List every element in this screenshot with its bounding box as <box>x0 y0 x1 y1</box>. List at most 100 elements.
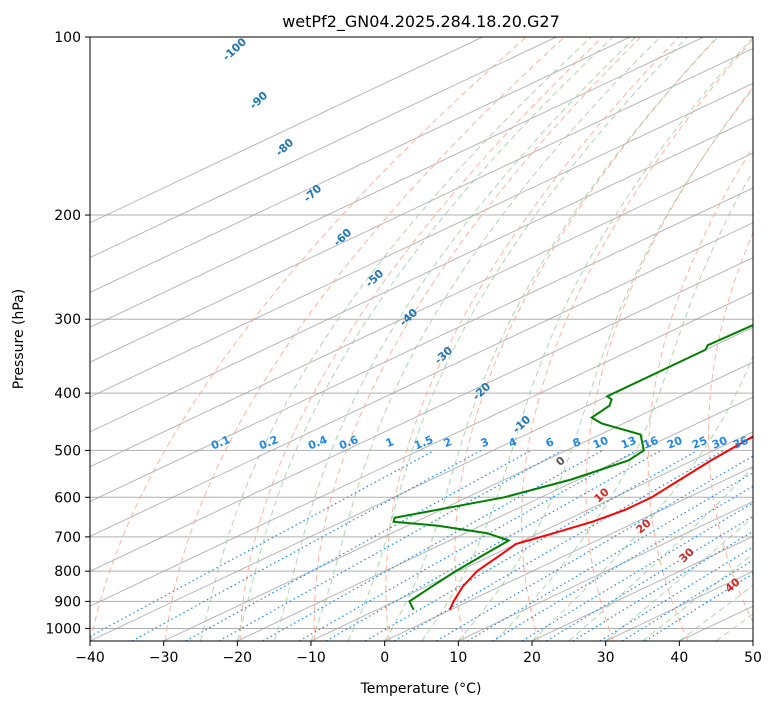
mixing-ratio-label: 25 <box>690 434 709 452</box>
y-tick-label: 100 <box>54 30 81 46</box>
dry-adiabat-line <box>90 37 527 641</box>
isotherm-line <box>90 82 753 398</box>
dry-adiabat-line <box>239 37 603 641</box>
isotherm-line <box>90 291 753 607</box>
x-tick-label: −10 <box>296 650 326 666</box>
moist-adiabat-line <box>605 516 753 641</box>
isotherm-line <box>90 222 753 537</box>
x-tick-label: −40 <box>75 650 105 666</box>
mixing-ratio-label: 20 <box>665 434 684 452</box>
x-tick-label: 10 <box>449 650 467 666</box>
mixing-ratio-label: 2 <box>442 435 454 450</box>
y-tick-label: 200 <box>54 208 81 224</box>
y-tick-label: 400 <box>54 386 81 402</box>
mixing-ratio-line <box>491 485 753 641</box>
dry-adiabat-line <box>521 38 753 641</box>
mixing-ratio-label: 0.2 <box>257 433 280 452</box>
mixing-ratio-line <box>298 449 637 641</box>
isotherm-line <box>752 640 753 641</box>
mixing-ratio-label: 6 <box>544 435 556 450</box>
mixing-ratio-label: 36 <box>731 434 750 452</box>
dry-adiabat-line <box>585 86 753 641</box>
mixing-ratio-line <box>521 502 753 641</box>
isotherm-line <box>90 152 753 468</box>
mixing-ratio-line <box>467 472 753 641</box>
isotherm-line <box>90 37 483 224</box>
moist-adiabat-line <box>236 37 614 641</box>
isotherm-line <box>90 37 557 259</box>
moist-adiabat-line <box>273 37 636 641</box>
chart-title: wetPf2_GN04.2025.284.18.20.G27 <box>282 12 560 32</box>
isotherm-label: -30 <box>432 344 456 367</box>
mixing-ratio-label: 0.6 <box>337 433 360 452</box>
isotherm-line <box>90 47 753 363</box>
dry-adiabat-line <box>707 231 753 623</box>
mixing-ratio-line <box>90 449 435 638</box>
mixing-ratio-label: 1 <box>384 435 396 450</box>
mixing-ratio-label: 13 <box>619 434 638 452</box>
mixing-ratio-label: 0.4 <box>306 433 329 452</box>
moist-adiabat-line <box>347 37 688 641</box>
x-tick-label: 40 <box>670 650 688 666</box>
y-tick-label: 900 <box>54 594 81 610</box>
dry-adiabat-line <box>164 37 565 641</box>
mixing-ratio-line <box>622 559 753 641</box>
mixing-ratio-label: 16 <box>641 434 660 452</box>
theta-label: 30 <box>677 545 697 565</box>
isotherm-line <box>384 466 753 641</box>
mixing-ratio-line <box>436 455 753 641</box>
isotherm-line <box>90 117 753 433</box>
mixing-ratio-line <box>131 449 482 641</box>
mixing-ratio-label: 1.5 <box>412 433 435 452</box>
x-axis-label: Temperature (°C) <box>360 681 482 697</box>
mixing-ratio-label: 3 <box>479 435 491 450</box>
moist-adiabat-line <box>310 37 661 641</box>
y-tick-label: 700 <box>54 530 81 546</box>
isotherm-label: -80 <box>273 136 297 159</box>
isotherm-label: -50 <box>363 267 387 290</box>
dry-adiabat-line <box>454 37 718 641</box>
isotherm-label: -20 <box>470 380 494 403</box>
isotherm-label: -60 <box>331 226 355 249</box>
x-tick-label: 20 <box>523 650 541 666</box>
mixing-ratio-line <box>218 449 563 641</box>
isotherm-line <box>163 361 753 641</box>
plot-area: -100-90-80-70-60-50-40-30-20-100.1 0.2 0.4… <box>90 37 775 641</box>
y-tick-label: 1000 <box>45 621 81 637</box>
isotherm-label: -70 <box>301 182 325 205</box>
moist-adiabat-line <box>642 553 753 641</box>
temperature-profile-line <box>448 435 753 611</box>
isotherm-line <box>90 257 753 572</box>
x-tick-label: 0 <box>380 650 389 666</box>
mixing-ratio-line <box>325 449 662 641</box>
isotherm-line <box>90 187 753 503</box>
moist-adiabat-line <box>457 87 753 641</box>
mixing-ratio-label: 10 <box>591 434 610 452</box>
mixing-ratio-label: 4 <box>507 435 519 450</box>
theta-label: 10 <box>592 485 612 505</box>
dry-adiabat-line <box>767 37 775 641</box>
mixing-ratio-label: 8 <box>571 435 583 450</box>
moist-adiabat-line <box>715 613 753 641</box>
mixing-ratio-line <box>572 530 753 641</box>
isotherm-line <box>458 501 753 641</box>
dry-adiabat-line <box>385 37 680 641</box>
isotherm-line <box>90 37 704 328</box>
isotherm-label: -90 <box>247 89 271 112</box>
mixing-ratio-line <box>364 449 698 641</box>
dewpoint-profile-line <box>392 324 753 611</box>
x-tick-label: 30 <box>597 650 615 666</box>
moist-adiabat-line <box>200 37 592 641</box>
moist-adiabat-line <box>568 466 753 641</box>
mixing-ratio-line <box>644 573 753 641</box>
moist-adiabat-line <box>384 37 719 641</box>
y-tick-label: 500 <box>54 443 81 459</box>
y-axis-label: Pressure (hPa) <box>11 289 27 389</box>
moist-adiabat-line <box>531 354 753 641</box>
isotherm-label: -40 <box>397 306 421 329</box>
theta-label: 0 <box>553 454 568 469</box>
isotherm-line <box>90 37 631 294</box>
isotherm-line <box>90 326 753 641</box>
moist-adiabat-line <box>421 37 753 641</box>
